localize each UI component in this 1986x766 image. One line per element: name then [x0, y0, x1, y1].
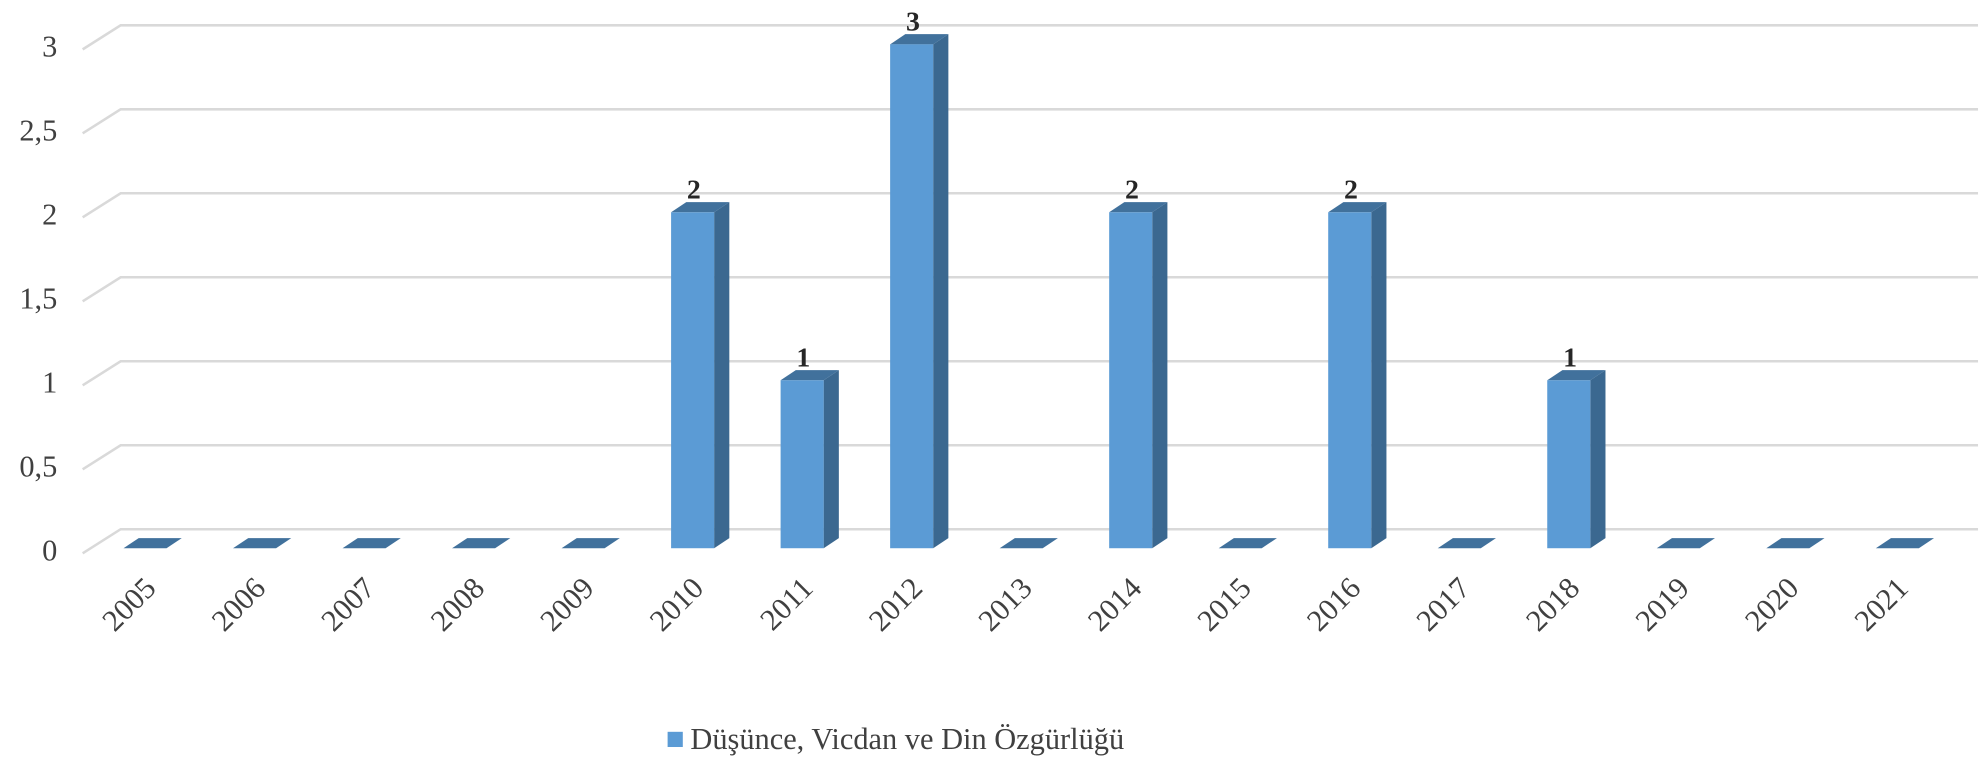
x-tick-label: 2013	[972, 571, 1039, 638]
bar-top	[561, 538, 620, 549]
data-label: 3	[906, 6, 920, 37]
bar-side	[1152, 202, 1168, 549]
x-tick-label: 2015	[1191, 571, 1258, 638]
legend-label: Düşünce, Vicdan ve Din Özgürlüğü	[690, 722, 1124, 756]
grid-line	[81, 443, 1979, 471]
bar-top	[1875, 538, 1935, 549]
bar	[890, 44, 934, 549]
x-tick-label: 2010	[643, 571, 710, 638]
bar	[671, 212, 715, 549]
y-tick-label: 0	[42, 533, 57, 567]
y-tick-label: 2	[42, 197, 57, 231]
bar-top	[671, 202, 730, 213]
y-tick-label: 1,5	[19, 281, 57, 315]
bar-top	[123, 538, 182, 549]
bar-top	[342, 538, 401, 549]
bar-top	[780, 370, 839, 381]
bar	[1109, 212, 1153, 549]
bar-top	[1109, 202, 1168, 213]
bar-side	[1371, 202, 1387, 549]
bar-side	[823, 370, 839, 549]
x-tick-label: 2008	[424, 571, 491, 638]
grid-line	[81, 192, 1979, 219]
data-label: 2	[687, 174, 701, 205]
grid-line	[81, 276, 1979, 303]
y-tick-label: 0,5	[19, 449, 57, 483]
x-tick-label: 2005	[95, 571, 162, 638]
bar-top	[452, 538, 511, 549]
legend-swatch	[667, 731, 683, 748]
bar	[780, 380, 824, 549]
x-tick-label: 2018	[1519, 571, 1586, 638]
data-label: 2	[1344, 174, 1358, 205]
x-tick-label: 2020	[1738, 571, 1805, 638]
bar-top	[890, 34, 949, 45]
x-tick-label: 2016	[1300, 571, 1367, 638]
bar-side	[1590, 370, 1606, 549]
x-tick-label: 2017	[1410, 571, 1477, 638]
data-label: 1	[796, 342, 810, 373]
data-label: 2	[1125, 174, 1139, 205]
x-tick-label: 2019	[1629, 571, 1696, 638]
x-tick-label: 2006	[205, 571, 272, 638]
data-label: 1	[1563, 342, 1577, 373]
bar-top	[1437, 538, 1496, 549]
bar	[1547, 380, 1591, 549]
grid-line	[81, 24, 1979, 51]
x-tick-label: 2011	[753, 571, 819, 637]
grid-line	[81, 359, 1979, 387]
bar-top	[999, 538, 1058, 549]
grid-line	[81, 108, 1979, 135]
bar	[1328, 212, 1372, 549]
x-tick-label: 2007	[315, 571, 382, 638]
bar-top	[1547, 370, 1606, 381]
bar-side	[714, 202, 730, 549]
x-tick-label: 2021	[1848, 571, 1915, 638]
x-tick-label: 2014	[1081, 571, 1148, 638]
bar-side	[933, 34, 949, 549]
bar-top	[1218, 538, 1277, 549]
bar-top	[233, 538, 292, 549]
x-tick-label: 2009	[534, 571, 601, 638]
bar-top	[1328, 202, 1387, 213]
bar-top	[1656, 538, 1716, 549]
bar-top	[1766, 538, 1825, 549]
y-tick-label: 3	[42, 29, 57, 63]
y-tick-label: 1	[42, 365, 57, 399]
y-tick-label: 2,5	[19, 113, 57, 147]
x-tick-label: 2012	[862, 571, 929, 638]
